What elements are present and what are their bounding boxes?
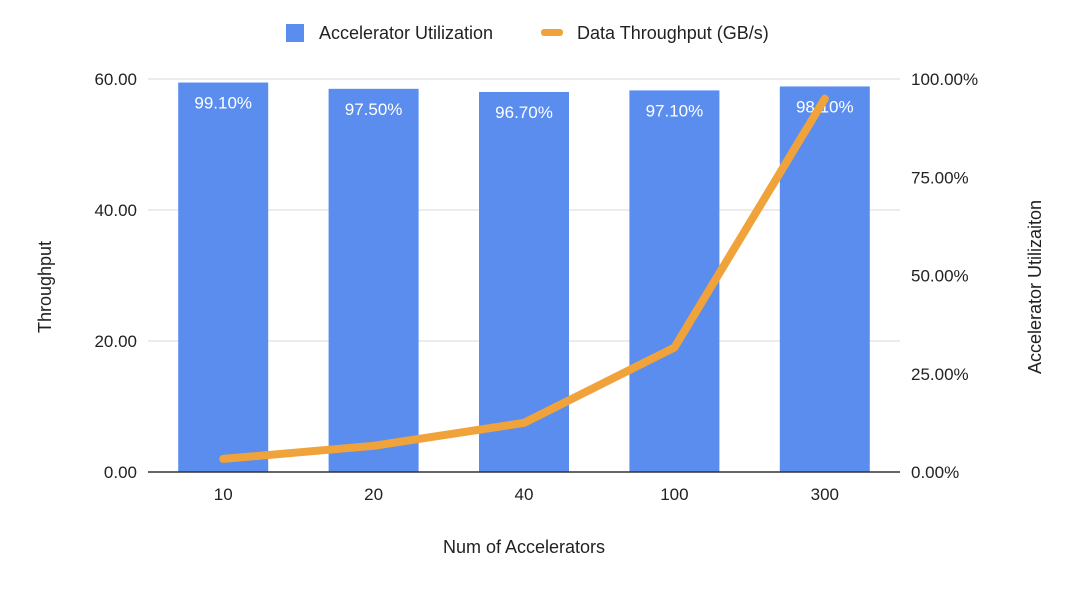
y-left-tick-label: 40.00 — [94, 201, 137, 220]
bar-data-label: 98.10% — [796, 97, 854, 116]
bar-series — [178, 82, 870, 473]
y-right-tick-label: 0.00% — [911, 463, 959, 482]
legend-swatch-throughput — [541, 29, 563, 36]
throughput-point — [222, 458, 224, 460]
x-tick-label: 40 — [515, 485, 534, 504]
legend-label-throughput: Data Throughput (GB/s) — [577, 23, 769, 43]
bar-utilization — [479, 91, 569, 473]
x-axis-title: Num of Accelerators — [443, 537, 605, 557]
axes: 0.00 20.00 40.00 60.00 0.00% 25.00% 50.00% 75.0… — [94, 70, 978, 504]
throughput-point — [523, 422, 525, 424]
y-left-tick-label: 20.00 — [94, 332, 137, 351]
bar-utilization — [328, 88, 419, 472]
x-tick-label: 10 — [214, 485, 233, 504]
bar-data-label: 97.10% — [646, 101, 704, 120]
bar-utilization — [178, 82, 269, 473]
y-left-tick-label: 60.00 — [94, 70, 137, 89]
y-right-tick-label: 25.00% — [911, 365, 969, 384]
throughput-point — [373, 445, 375, 447]
x-tick-label: 20 — [364, 485, 383, 504]
bar-data-label: 99.10% — [194, 94, 252, 113]
throughput-point — [824, 98, 826, 100]
bar-data-label: 96.70% — [495, 103, 553, 122]
y-right-tick-label: 100.00% — [911, 70, 978, 89]
throughput-point — [673, 347, 675, 349]
legend-swatch-utilization — [286, 24, 304, 42]
y-right-tick-label: 75.00% — [911, 168, 969, 187]
y-axis-title-left: Throughput — [35, 241, 55, 333]
x-tick-label: 300 — [811, 485, 839, 504]
bar-labels: 99.10% 97.50% 96.70% 97.10% 98.10% — [194, 94, 853, 122]
bar-data-label: 97.50% — [345, 100, 403, 119]
legend-label-utilization: Accelerator Utilization — [319, 23, 493, 43]
line-series — [219, 94, 829, 463]
legend: Accelerator Utilization Data Throughput … — [286, 23, 769, 43]
y-left-tick-label: 0.00 — [104, 463, 137, 482]
x-tick-label: 100 — [660, 485, 688, 504]
y-right-tick-label: 50.00% — [911, 267, 969, 286]
bar-utilization — [629, 90, 720, 472]
y-axis-title-right: Accelerator Utilizaiton — [1025, 200, 1045, 374]
